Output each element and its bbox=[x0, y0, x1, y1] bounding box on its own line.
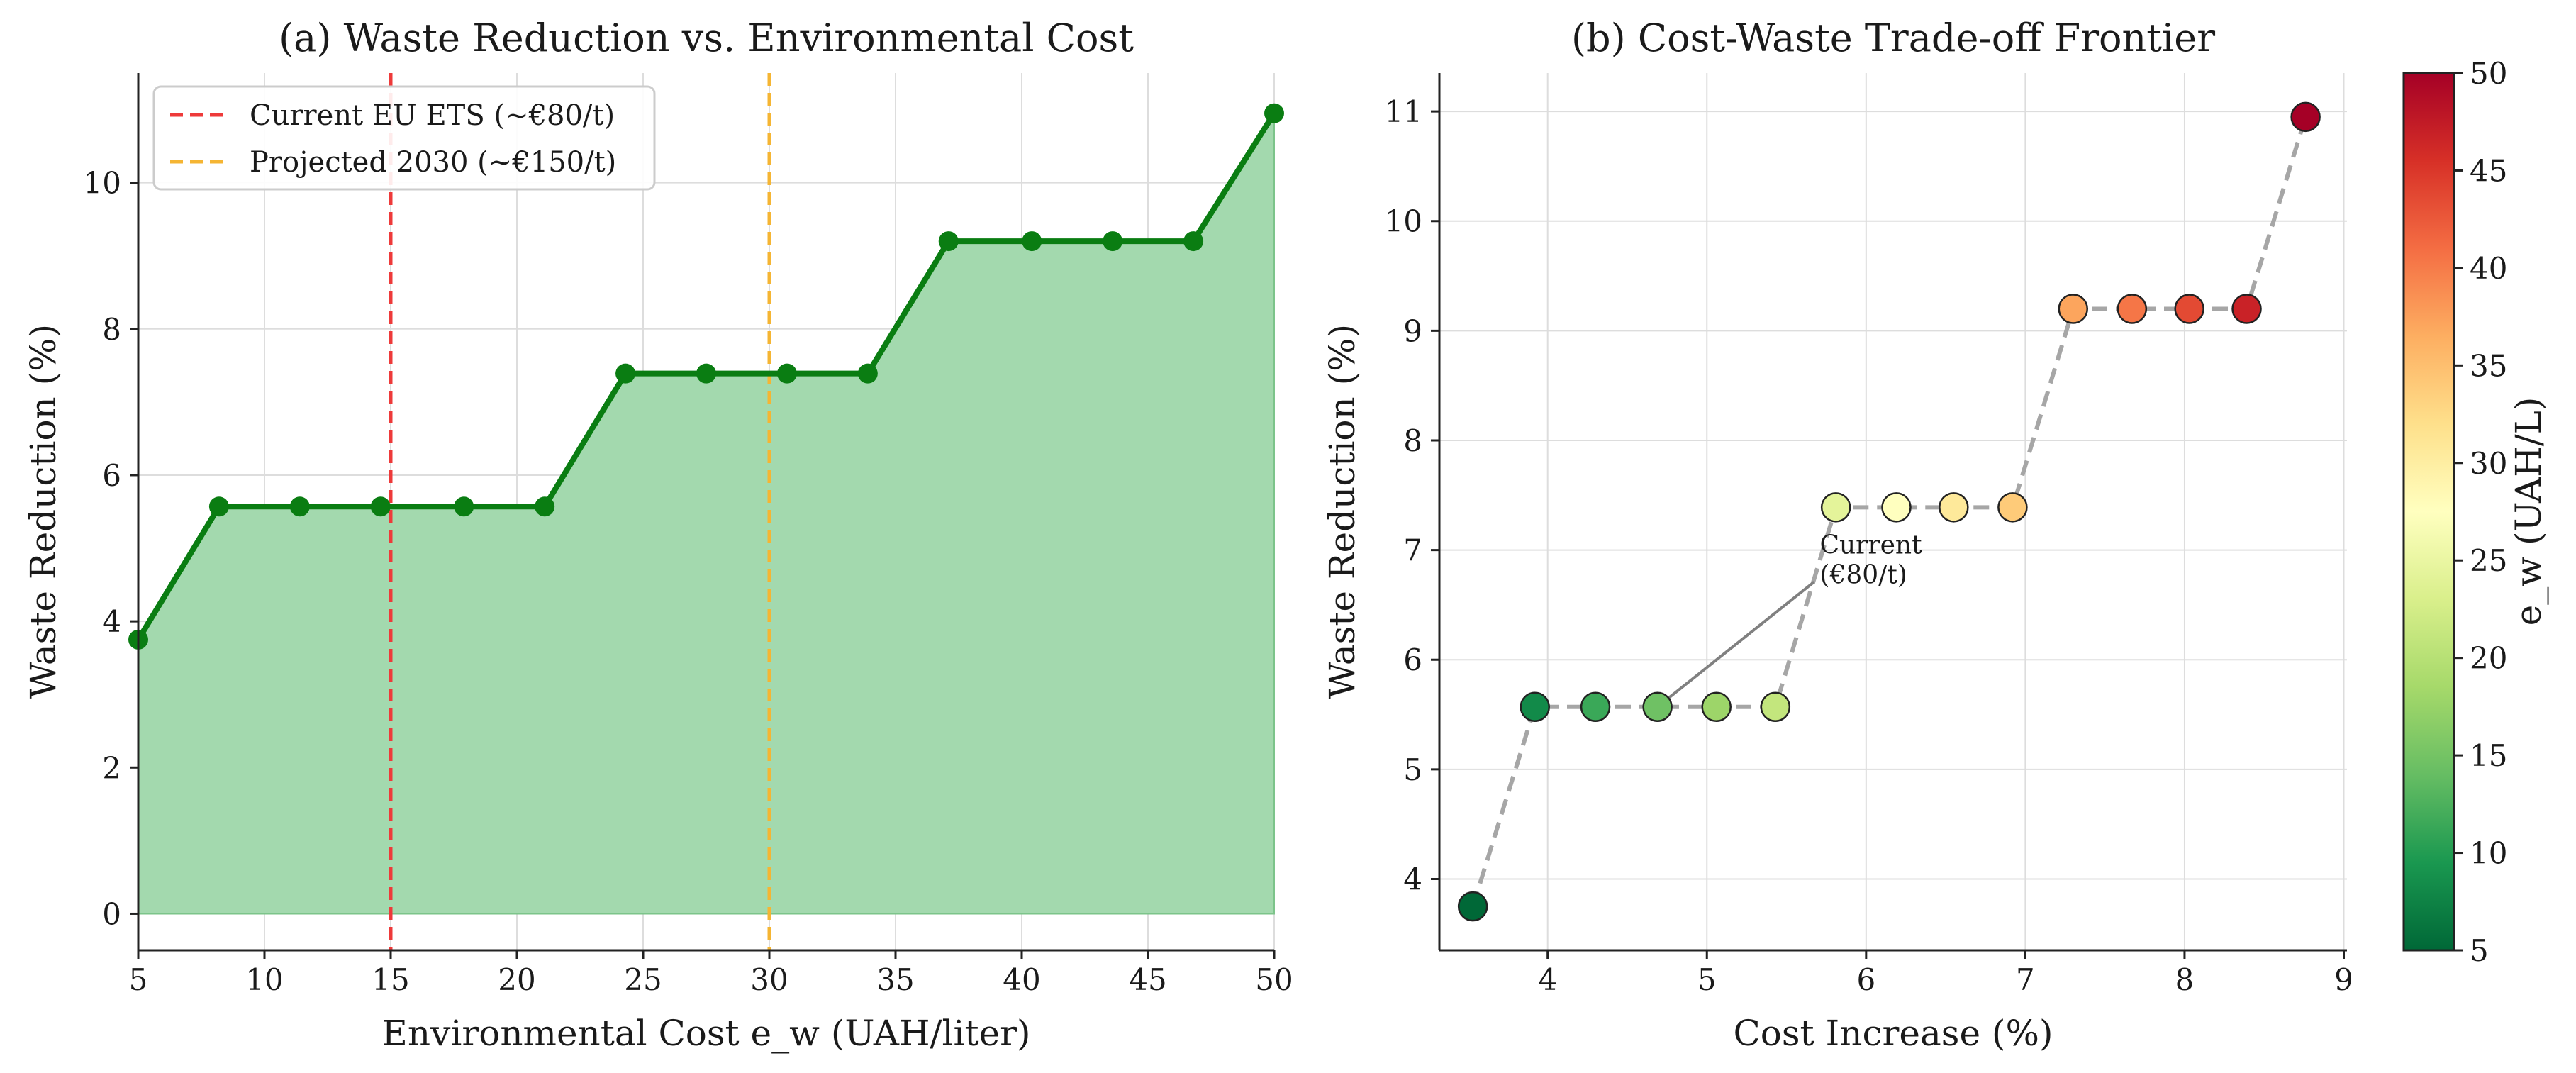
panel-b-x-label: Cost Increase (%) bbox=[1734, 1013, 2053, 1054]
panel-b-data-point bbox=[1881, 492, 1912, 523]
panel-b-y-tick-label: 7 bbox=[1403, 533, 1422, 568]
colorbar-tick-label: 35 bbox=[2470, 348, 2507, 383]
panel-a-data-point bbox=[1264, 103, 1284, 123]
panel-b-data-point bbox=[2290, 101, 2321, 133]
panel-a-x-tick-label: 20 bbox=[498, 962, 535, 997]
panel-b-y-tick-label: 9 bbox=[1403, 313, 1422, 348]
panel-a-y-ticks: 0 2 4 6 8 10 bbox=[84, 166, 138, 931]
panel-b-data-point bbox=[1457, 891, 1488, 922]
panel-a-x-tick-label: 10 bbox=[245, 962, 283, 997]
panel-a-y-tick-label: 8 bbox=[102, 312, 121, 347]
panel-a-y-tick-label: 2 bbox=[102, 750, 121, 785]
panel-a-x-ticks: 5 10 15 20 25 30 35 40 45 50 bbox=[129, 950, 1293, 997]
panel-b-data-point bbox=[1701, 691, 1732, 722]
panel-a-y-tick-label: 0 bbox=[102, 896, 121, 931]
panel-a-data-point bbox=[208, 496, 229, 517]
colorbar-tick-label: 30 bbox=[2470, 446, 2507, 481]
panel-b-x-tick-label: 8 bbox=[2175, 962, 2195, 997]
panel-b-y-ticks: 4 5 6 7 8 9 10 11 bbox=[1385, 94, 1439, 896]
panel-a-x-tick-label: 5 bbox=[129, 962, 148, 997]
panel-b-y-tick-label: 6 bbox=[1403, 643, 1422, 677]
panel-b-annotation-arrow bbox=[1656, 580, 1815, 708]
legend-current-ets-label: Current EU ETS (~€80/t) bbox=[250, 99, 615, 132]
panel-a-y-label: Waste Reduction (%) bbox=[23, 324, 64, 699]
colorbar-tick-label: 5 bbox=[2470, 933, 2489, 968]
panel-b-y-tick-label: 10 bbox=[1385, 204, 1422, 239]
panel-a-x-tick-label: 40 bbox=[1003, 962, 1040, 997]
panel-a-x-tick-label: 25 bbox=[624, 962, 662, 997]
panel-b-data-point bbox=[1520, 691, 1550, 722]
colorbar-label: e_w (UAH/L) bbox=[2508, 397, 2549, 626]
panel-b-title: (b) Cost-Waste Trade-off Frontier bbox=[1571, 16, 2215, 60]
panel-b-y-tick-label: 5 bbox=[1403, 752, 1422, 787]
panel-b-data-point bbox=[1939, 492, 1969, 523]
colorbar-tick-label: 50 bbox=[2470, 56, 2507, 91]
panel-b-y-tick-label: 11 bbox=[1385, 94, 1422, 129]
panel-b-data-point bbox=[1997, 492, 2028, 523]
panel-b-data-point bbox=[1760, 691, 1791, 722]
panel-a-x-tick-label: 50 bbox=[1255, 962, 1293, 997]
panel-b: (b) Cost-Waste Trade-off Frontier Curren… bbox=[1322, 16, 2549, 1054]
panel-b-data-point bbox=[1580, 691, 1611, 722]
panel-b-x-tick-label: 6 bbox=[1856, 962, 1875, 997]
panel-a-data-point bbox=[1183, 231, 1204, 252]
panel-b-data-point bbox=[2174, 294, 2204, 324]
panel-b-data-point bbox=[1820, 492, 1851, 523]
panel-a-points bbox=[128, 103, 1284, 650]
panel-a-x-tick-label: 45 bbox=[1129, 962, 1166, 997]
panel-a-area-fill bbox=[138, 111, 1275, 915]
panel-a-legend: Current EU ETS (~€80/t) Projected 2030 (… bbox=[152, 85, 656, 191]
panel-b-x-tick-label: 4 bbox=[1538, 962, 1557, 997]
colorbar-tick-label: 15 bbox=[2470, 738, 2507, 773]
panel-a-x-tick-label: 15 bbox=[372, 962, 409, 997]
panel-a-data-point bbox=[370, 496, 391, 517]
panel-b-points bbox=[1457, 101, 2321, 922]
panel-b-frontier-line bbox=[1471, 116, 2308, 908]
legend-projected-2030-label: Projected 2030 (~€150/t) bbox=[250, 146, 616, 179]
panel-a-data-point bbox=[857, 363, 878, 384]
panel-a-y-tick-label: 6 bbox=[102, 458, 121, 493]
panel-a-data-point bbox=[1022, 231, 1042, 252]
panel-a-data-point bbox=[615, 363, 636, 384]
colorbar-tick-label: 10 bbox=[2470, 836, 2507, 871]
panel-b-data-point bbox=[2117, 294, 2148, 324]
colorbar-tick-label: 40 bbox=[2470, 251, 2507, 286]
panel-b-y-label: Waste Reduction (%) bbox=[1322, 324, 1363, 699]
panel-b-data-point bbox=[2231, 294, 2262, 324]
panel-a-data-point bbox=[776, 363, 797, 384]
panel-b-y-tick-label: 4 bbox=[1403, 862, 1422, 896]
panel-a-x-label: Environmental Cost e_w (UAH/liter) bbox=[381, 1013, 1030, 1054]
panel-b-annotation-line1: Current bbox=[1819, 531, 1922, 560]
panel-a-data-point bbox=[938, 231, 959, 252]
colorbar-ticks: 5 10 15 20 25 30 35 40 45 50 bbox=[2454, 56, 2507, 968]
panel-a-data-point bbox=[289, 496, 310, 517]
panel-b-annotation-line2: (€80/t) bbox=[1819, 561, 1907, 590]
panel-a: (a) Waste Reduction vs. Environmental Co… bbox=[23, 16, 1293, 1054]
panel-a-y-tick-label: 10 bbox=[84, 166, 121, 201]
colorbar-tick-label: 25 bbox=[2470, 543, 2507, 578]
panel-b-data-point bbox=[2058, 294, 2089, 324]
panel-b-x-tick-label: 9 bbox=[2334, 962, 2353, 997]
panel-a-data-point bbox=[535, 496, 555, 517]
panel-a-x-tick-label: 30 bbox=[750, 962, 788, 997]
colorbar bbox=[2402, 72, 2455, 952]
colorbar-tick-label: 20 bbox=[2470, 641, 2507, 676]
panel-b-x-tick-label: 7 bbox=[2016, 962, 2035, 997]
panel-b-y-tick-label: 8 bbox=[1403, 423, 1422, 458]
panel-b-x-tick-label: 5 bbox=[1697, 962, 1717, 997]
panel-a-data-point bbox=[1103, 231, 1123, 252]
panel-a-y-tick-label: 4 bbox=[102, 604, 121, 639]
panel-a-data-point bbox=[454, 496, 474, 517]
panel-a-title: (a) Waste Reduction vs. Environmental Co… bbox=[279, 16, 1134, 60]
legend-frame bbox=[152, 85, 656, 191]
panel-b-x-ticks: 4 5 6 7 8 9 bbox=[1538, 950, 2353, 997]
panel-b-data-point bbox=[1642, 691, 1673, 722]
panel-a-x-tick-label: 35 bbox=[876, 962, 914, 997]
colorbar-tick-label: 45 bbox=[2470, 153, 2507, 188]
panel-a-data-point bbox=[696, 363, 716, 384]
panel-b-grid bbox=[1439, 73, 2347, 950]
